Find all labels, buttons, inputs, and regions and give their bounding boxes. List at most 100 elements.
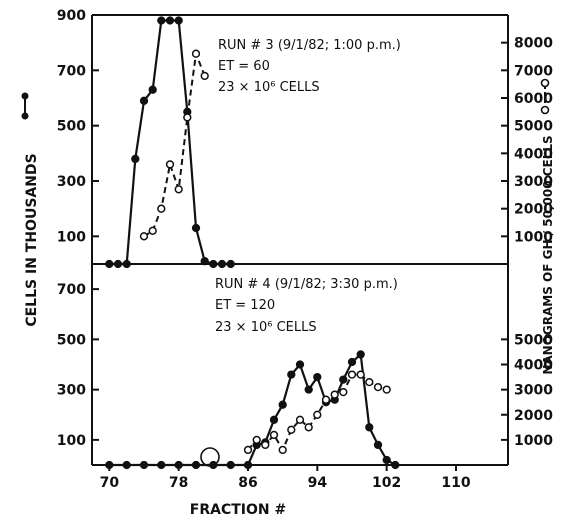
gh-data-point <box>200 71 209 81</box>
gh-data-point <box>243 445 253 455</box>
right-axis-legend-glyph <box>540 78 550 115</box>
cells-data-point <box>356 350 365 359</box>
cells-data-point <box>382 455 391 465</box>
cells-data-point <box>165 16 175 25</box>
gh-data-point <box>148 226 157 235</box>
ticks-layer: 100 300 500 700 900 1000 2000 3000 4000 5000 6000 7… <box>57 8 553 491</box>
right-tick-label: 4000 <box>514 146 553 162</box>
gh-data-point <box>261 440 270 450</box>
cells-data-point <box>287 370 296 379</box>
top-panel-annotation: RUN # 3 (9/1/82; 1:00 p.m.) ET = 60 23 ×… <box>218 38 401 95</box>
x-tick-label: 70 <box>100 475 120 491</box>
cells-data-point <box>157 16 166 25</box>
right-tick-label: 2000 <box>514 408 553 424</box>
cells-data-point <box>347 357 357 367</box>
gh-data-point <box>365 377 374 387</box>
cells-data-point <box>174 16 183 25</box>
cells-data-point <box>391 460 400 470</box>
bottom-panel-annotation: RUN # 4 (9/1/82; 3:30 p.m.) ET = 120 23 … <box>215 277 398 335</box>
gh-data-point <box>339 387 348 397</box>
gh-data-point <box>269 430 279 440</box>
cells-data-point <box>209 460 218 470</box>
cells-data-point <box>105 259 114 269</box>
right-tick-label: 5000 <box>514 119 553 135</box>
cells-data-point <box>365 423 374 432</box>
cells-data-point <box>226 259 235 269</box>
run4-title: RUN # 4 (9/1/82; 3:30 p.m.) <box>215 277 398 292</box>
left-tick-label: 500 <box>57 332 86 348</box>
cells-data-point <box>226 460 235 470</box>
cells-data-point <box>269 415 279 424</box>
gh-data-point <box>304 423 313 432</box>
left-axis-title: CELLS IN THOUSANDS <box>24 153 40 326</box>
x-tick-label: 86 <box>238 475 257 491</box>
cells-data-point <box>122 460 131 470</box>
gh-data-point <box>252 435 261 445</box>
left-tick-label: 500 <box>57 119 86 135</box>
run3-title: RUN # 3 (9/1/82; 1:00 p.m.) <box>218 38 401 53</box>
cells-data-point <box>139 460 149 470</box>
gh-data-point <box>183 113 192 122</box>
right-tick-label: 1000 <box>514 229 553 245</box>
gh-data-point <box>165 160 175 169</box>
gh-data-point <box>382 385 391 394</box>
gh-data-point <box>347 370 357 379</box>
cells-data-point <box>191 223 201 233</box>
left-axis-legend-glyph <box>21 92 29 120</box>
run4-et: ET = 120 <box>215 298 275 313</box>
left-tick-label: 100 <box>57 433 86 449</box>
gh-data-point <box>157 204 166 213</box>
cells-data-point <box>200 257 209 266</box>
cells-data-point <box>174 460 183 470</box>
cells-data-point <box>278 400 287 409</box>
gh-data-point <box>139 232 149 241</box>
right-tick-label: 3000 <box>514 383 553 399</box>
left-tick-label: 700 <box>57 282 86 298</box>
cells-data-point <box>122 259 131 269</box>
x-tick-label: 78 <box>169 475 188 491</box>
gh-data-point <box>321 395 331 404</box>
run4-cells: 23 × 10⁶ CELLS <box>215 320 317 335</box>
right-tick-label: 8000 <box>514 36 553 52</box>
cells-series-line <box>109 19 231 266</box>
right-axis-title: NANOGRAMS OF GH / 50,000 CELLS <box>541 135 555 374</box>
x-tick-label: 102 <box>372 475 401 491</box>
gh-data-point <box>287 425 296 434</box>
run3-et: ET = 60 <box>218 59 270 74</box>
gh-data-point <box>313 410 322 419</box>
gh-data-point <box>191 49 201 58</box>
left-tick-label: 900 <box>57 8 86 24</box>
right-tick-label: 5000 <box>514 332 553 348</box>
right-tick-label: 4000 <box>514 358 553 374</box>
series-layer <box>105 16 400 470</box>
cells-data-point <box>191 460 201 470</box>
right-tick-label: 6000 <box>514 91 553 107</box>
right-tick-label: 1000 <box>514 433 553 449</box>
gh-data-point <box>356 370 365 379</box>
cells-data-point <box>243 460 253 470</box>
cells-data-point <box>304 385 313 394</box>
cells-data-point <box>113 259 123 269</box>
x-axis-title: FRACTION # <box>190 502 286 518</box>
left-tick-label: 100 <box>57 229 86 245</box>
gh-data-point <box>373 382 383 392</box>
cells-data-point <box>217 259 227 269</box>
gh-data-point <box>278 445 287 455</box>
run3-cells: 23 × 10⁶ CELLS <box>218 80 320 95</box>
right-tick-label: 2000 <box>514 202 553 218</box>
cells-data-point <box>339 375 348 384</box>
x-tick-label: 94 <box>308 475 328 491</box>
x-tick-label: 110 <box>441 475 470 491</box>
cells-data-point <box>157 460 166 470</box>
cells-data-point <box>105 460 114 470</box>
gh-data-point <box>330 390 339 399</box>
cells-data-point <box>209 259 218 269</box>
cells-data-point <box>313 372 322 382</box>
cells-data-point <box>148 85 157 94</box>
right-tick-label: 7000 <box>514 63 553 79</box>
left-tick-label: 300 <box>57 383 86 399</box>
cells-data-point <box>295 360 305 369</box>
gh-data-point <box>295 415 305 424</box>
left-tick-label: 700 <box>57 63 86 79</box>
